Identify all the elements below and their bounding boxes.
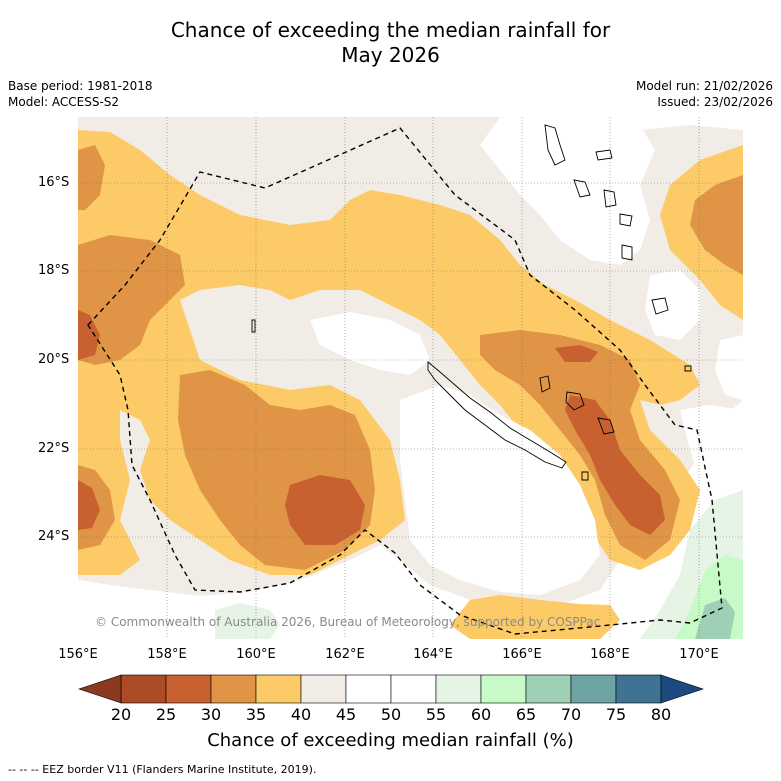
colorbar-tick-20: 20: [110, 705, 132, 724]
colorbar-segment-65: [525, 674, 572, 704]
lon-label-158e: 158°E: [147, 647, 187, 662]
colorbar-tick-35: 35: [245, 705, 267, 724]
new-caledonia-coast: [427, 361, 567, 469]
loyalty-island-1: [539, 375, 551, 393]
region-65-70: [695, 598, 735, 639]
eez-border: [87, 127, 723, 635]
copyright-text: © Commonwealth of Australia 2026, Bureau…: [95, 615, 600, 629]
map-title: Chance of exceeding the median rainfall …: [0, 18, 781, 68]
colorbar-segment-20: [120, 674, 167, 704]
region-25-30-east-small: [555, 345, 598, 362]
lat-label-16s: 16°S: [38, 175, 70, 190]
region-45-55-south: [400, 385, 600, 595]
vanuatu-island-1: [544, 124, 566, 166]
lat-label-20s: 20°S: [38, 352, 70, 367]
region-45-55-southeast: [680, 405, 743, 500]
region-30-35-far-east: [690, 175, 743, 275]
graticule: [78, 117, 743, 639]
colorbar-tick-55: 55: [425, 705, 447, 724]
vanuatu-island-4: [603, 189, 617, 208]
region-25-30-east: [565, 395, 665, 535]
lat-label-22s: 22°S: [38, 441, 70, 456]
vanuatu-island-2: [595, 149, 613, 161]
small-island-1: [684, 365, 692, 372]
colorbar-tick-80: 80: [650, 705, 672, 724]
colorbar-tick-65: 65: [515, 705, 537, 724]
region-45-55-centre: [310, 312, 430, 375]
vanuatu-island-6: [621, 244, 633, 261]
colorbar-tick-75: 75: [605, 705, 627, 724]
region-45-55-east: [645, 270, 700, 340]
colorbar-segment-30: [210, 674, 257, 704]
lon-label-164e: 164°E: [413, 647, 453, 662]
lon-label-156e: 156°E: [58, 647, 98, 662]
region-35-40-south: [450, 595, 620, 639]
meta-left: Base period: 1981-2018 Model: ACCESS-S2: [8, 78, 153, 110]
region-30-35-north: [78, 145, 105, 210]
small-island-2: [251, 319, 256, 333]
issued-date: Issued: 23/02/2026: [657, 95, 773, 109]
colorbar-tick-40: 40: [290, 705, 312, 724]
colorbar-over-arrow: [660, 674, 704, 704]
rainfall-map: © Commonwealth of Australia 2026, Bureau…: [78, 117, 743, 639]
loyalty-island-3: [597, 417, 615, 435]
loyalty-island-2: [565, 391, 585, 411]
eez-footnote: -- -- -- EEZ border V11 (Flanders Marine…: [8, 763, 317, 776]
colorbar-segment-45: [345, 674, 392, 704]
colorbar: [78, 674, 704, 704]
colorbar-tick-30: 30: [200, 705, 222, 724]
lon-label-166e: 166°E: [502, 647, 542, 662]
colorbar-segment-40: [300, 674, 347, 704]
colorbar-under-arrow: [78, 674, 122, 704]
title-line-1: Chance of exceeding the median rainfall …: [170, 18, 611, 42]
lat-label-18s: 18°S: [38, 263, 70, 278]
title-line-2: May 2026: [341, 43, 440, 67]
vanuatu-island-5: [619, 213, 633, 227]
lon-label-170e: 170°E: [679, 647, 719, 662]
matthew-hunter-island: [651, 297, 669, 315]
lon-label-168e: 168°E: [590, 647, 630, 662]
coastlines: [251, 124, 692, 481]
lat-label-24s: 24°S: [38, 529, 70, 544]
colorbar-segment-35: [255, 674, 302, 704]
region-25-30-west: [78, 310, 100, 360]
small-island-3: [581, 471, 589, 481]
base-period: Base period: 1981-2018: [8, 79, 153, 93]
colorbar-segment-25: [165, 674, 212, 704]
lon-label-160e: 160°E: [236, 647, 276, 662]
lon-label-162e: 162°E: [325, 647, 365, 662]
colorbar-segment-60: [480, 674, 527, 704]
region-25-30-southwest: [78, 480, 100, 530]
region-55-60-south: [215, 603, 280, 639]
colorbar-tick-45: 45: [335, 705, 357, 724]
colorbar-label: Chance of exceeding median rainfall (%): [207, 730, 574, 751]
colorbar-segment-55: [435, 674, 482, 704]
colorbar-segment-75: [615, 674, 662, 704]
colorbar-tick-60: 60: [470, 705, 492, 724]
region-45-55-far-east: [715, 335, 743, 400]
vanuatu-island-3: [573, 179, 591, 198]
colorbar-tick-70: 70: [560, 705, 582, 724]
colorbar-segment-70: [570, 674, 617, 704]
colorbar-tick-25: 25: [155, 705, 177, 724]
model-run: Model run: 21/02/2026: [635, 79, 773, 93]
colorbar-tick-50: 50: [380, 705, 402, 724]
colorbar-segment-50: [390, 674, 437, 704]
region-30-35-west: [78, 235, 185, 365]
model-name: Model: ACCESS-S2: [8, 95, 120, 109]
meta-right: Model run: 21/02/2026 Issued: 23/02/2026: [636, 78, 773, 110]
